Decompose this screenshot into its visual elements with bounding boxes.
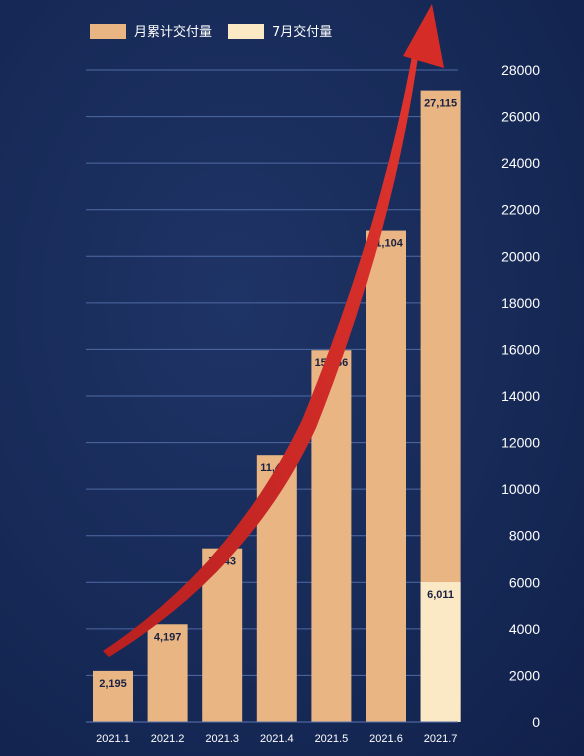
y-tick-label: 2000 [509, 667, 540, 683]
x-tick-label: 2021.4 [260, 733, 294, 745]
x-tick-label: 2021.3 [205, 733, 239, 745]
x-tick-label: 2021.7 [424, 733, 458, 745]
y-axis: 0 2000 4000 6000 8000 10000 12000 14000 16000 180… [501, 62, 540, 730]
bar-value-label: 4,197 [154, 631, 182, 643]
x-tick-label: 2021.5 [315, 733, 349, 745]
legend-swatch-cumulative [90, 24, 126, 39]
y-tick-label: 0 [532, 714, 540, 730]
bars [93, 90, 461, 723]
legend-label-cumulative: 月累计交付量 [134, 24, 212, 40]
x-axis: 2021.1 2021.2 2021.3 2021.4 2021.5 2021.6 2021… [86, 721, 458, 745]
y-tick-label: 14000 [501, 388, 540, 404]
y-tick-label: 6000 [509, 574, 540, 590]
y-tick-label: 22000 [501, 202, 540, 218]
x-tick-label: 2021.2 [151, 733, 185, 745]
bar-value-label: 2,195 [99, 678, 127, 690]
bar-cumulative [93, 670, 133, 722]
y-tick-label: 24000 [501, 155, 540, 171]
x-tick-label: 2021.6 [369, 733, 403, 745]
trend-arrow [103, 4, 444, 657]
legend-label-july: 7月交付量 [272, 24, 332, 40]
bar-july [420, 582, 461, 722]
y-tick-label: 10000 [501, 481, 540, 497]
y-tick-label: 8000 [509, 528, 540, 544]
x-tick-label: 2021.1 [96, 733, 130, 745]
y-tick-label: 26000 [501, 109, 540, 125]
legend-swatch-july [228, 24, 264, 39]
y-tick-label: 12000 [501, 435, 540, 451]
bar-value-label-july: 6,011 [427, 589, 454, 601]
y-tick-label: 16000 [501, 341, 540, 357]
y-tick-label: 18000 [501, 295, 540, 311]
bar-cumulative [147, 624, 188, 722]
bar-cumulative [366, 230, 406, 722]
y-tick-label: 20000 [501, 248, 540, 264]
y-tick-label: 4000 [509, 621, 540, 637]
legend: 月累计交付量 7月交付量 [90, 24, 332, 40]
y-tick-label: 28000 [501, 62, 540, 78]
bar-value-label: 27,115 [424, 98, 457, 110]
trend-arrow-head [403, 4, 444, 68]
